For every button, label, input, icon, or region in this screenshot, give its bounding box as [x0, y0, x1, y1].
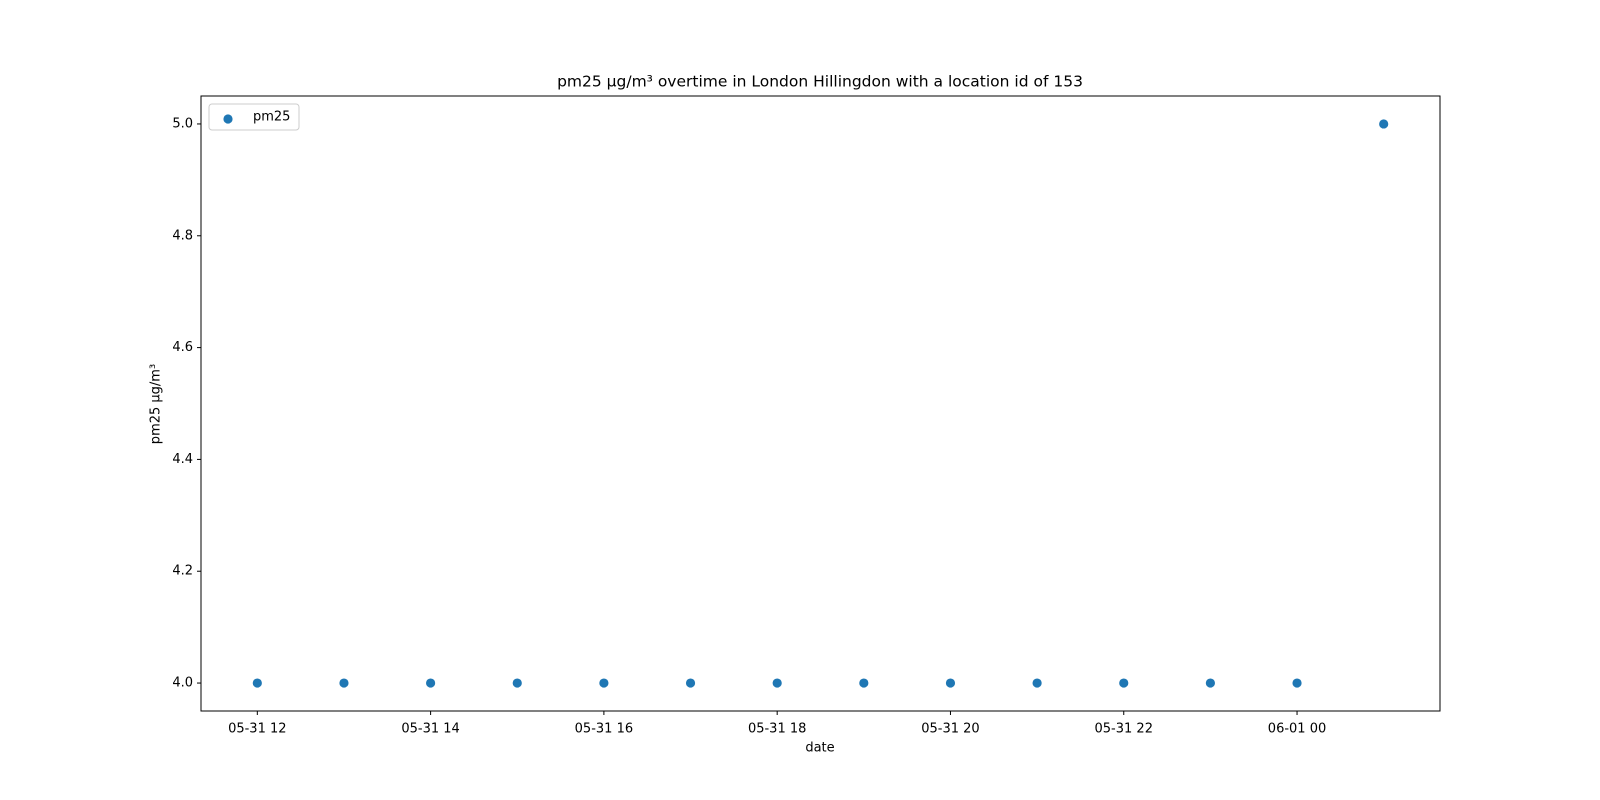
- x-tick-label: 05-31 20: [921, 722, 979, 737]
- point: [599, 678, 609, 688]
- point: [512, 678, 522, 688]
- x-tick-label: 05-31 12: [228, 722, 286, 737]
- y-tick-label: 4.4: [172, 452, 193, 467]
- y-tick-label: 4.2: [172, 564, 193, 579]
- y-tick-label: 5.0: [172, 116, 193, 131]
- x-tick-label: 05-31 22: [1095, 722, 1153, 737]
- point: [252, 678, 262, 688]
- point: [685, 678, 696, 688]
- legend-label: pm25: [253, 110, 290, 125]
- chart-title: pm25 µg/m³ overtime in London Hillingdon…: [557, 73, 1083, 91]
- point: [1205, 678, 1215, 688]
- y-tick-label: 4.8: [172, 228, 193, 243]
- point: [1379, 119, 1389, 129]
- point: [945, 678, 956, 688]
- point: [1119, 678, 1129, 688]
- point: [772, 678, 782, 688]
- legend-marker: [223, 114, 233, 124]
- plot-frame: [200, 95, 1441, 712]
- x-tick-label: 05-31 14: [401, 722, 459, 737]
- x-axis-label: date: [805, 741, 834, 756]
- x-tick-label: 06-01 00: [1268, 722, 1326, 737]
- legend-box: [208, 103, 300, 131]
- x-tick-label: 05-31 18: [748, 722, 806, 737]
- point: [1032, 678, 1042, 688]
- y-tick-label: 4.6: [172, 340, 193, 355]
- y-tick-label: 4.0: [172, 676, 193, 691]
- y-axis-label: pm25 µg/m³: [149, 364, 164, 444]
- point: [339, 678, 349, 688]
- x-tick-label: 05-31 16: [575, 722, 633, 737]
- point: [859, 678, 869, 688]
- point: [426, 678, 436, 688]
- point: [1292, 678, 1302, 688]
